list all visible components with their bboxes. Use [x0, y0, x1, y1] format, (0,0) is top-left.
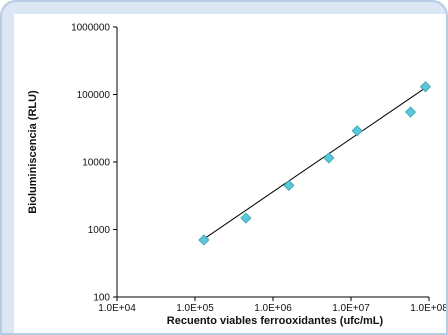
trendline [200, 88, 424, 242]
y-tick-label: 1000000 [71, 23, 110, 34]
data-point [240, 212, 252, 224]
data-point [351, 125, 363, 137]
plot-card: 100 1000 10000 100000 1000000 1.0E+04 1.0E+05… [14, 14, 448, 333]
data-points [198, 81, 431, 246]
scatter-chart: 100 1000 10000 100000 1000000 1.0E+04 1.0E+05… [27, 23, 448, 328]
y-tick-label: 100 [93, 293, 110, 304]
y-ticks: 100 1000 10000 100000 1000000 [71, 23, 117, 304]
x-tick-label: 1.0E+05 [176, 303, 214, 314]
x-tick-label: 1.0E+04 [98, 303, 136, 314]
data-point [198, 234, 210, 246]
x-tick-label: 1.0E+08 [410, 303, 448, 314]
data-point [323, 152, 335, 164]
x-ticks: 1.0E+04 1.0E+05 1.0E+06 1.0E+07 1.0E+08 [98, 297, 448, 314]
x-axis-title: Recuento viables ferrooxidantes (ufc/mL) [167, 315, 384, 327]
y-tick-label: 10000 [82, 158, 110, 169]
y-tick-label: 100000 [77, 90, 111, 101]
axes [116, 27, 429, 298]
data-point [404, 106, 417, 118]
x-tick-label: 1.0E+07 [332, 303, 370, 314]
data-point [283, 179, 295, 191]
y-tick-label: 1000 [88, 225, 111, 236]
data-point [419, 81, 431, 93]
y-axis-title: Bioluminiscencia (RLU) [27, 90, 39, 214]
x-tick-label: 1.0E+06 [254, 303, 292, 314]
